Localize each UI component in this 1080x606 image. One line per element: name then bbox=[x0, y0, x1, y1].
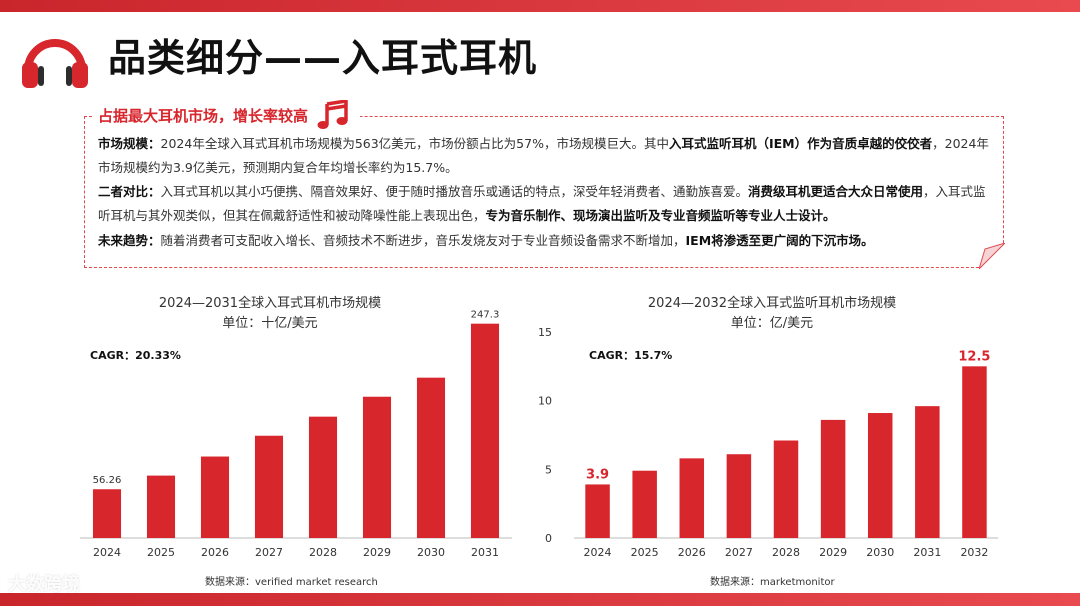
chart2-source: 数据来源：marketmonitor bbox=[710, 577, 835, 588]
chart1-xtick-2029: 2029 bbox=[363, 546, 391, 559]
text-market-size-2: ，2024年市场规模约为3.9亿美元，预测期内复合年均增长率约为15.7%。 bbox=[98, 136, 989, 175]
chart1-plot: 2024 56.26 2025 2026 2027 2028 2029 2030 2031 247… bbox=[80, 310, 512, 559]
chart2-xtick-2031: 2031 bbox=[913, 546, 941, 559]
chart1-unit: 单位：十亿/美元 bbox=[222, 316, 318, 331]
chart1-data-label-2031: 247.3 bbox=[471, 310, 500, 321]
chart2-xtick-2027: 2027 bbox=[725, 546, 753, 559]
chart1-source: 数据来源：verified market research bbox=[205, 577, 378, 588]
watermark-logo: 大数跨境 bbox=[8, 574, 80, 595]
top-accent-bar bbox=[0, 0, 1080, 12]
bold-comparison-2: 专为音乐制作、现场演出监听及专业音频监听等专业人士设计。 bbox=[485, 207, 836, 223]
chart2-bar-2024 bbox=[585, 484, 610, 538]
chart1-bar-2026 bbox=[200, 456, 230, 538]
headphone-icon bbox=[22, 39, 88, 88]
chart2-xtick-2024: 2024 bbox=[584, 546, 612, 559]
info-box bbox=[84, 116, 1005, 269]
chart1-data-label-2024: 56.26 bbox=[93, 475, 122, 486]
chart1-xtick-2024: 2024 bbox=[93, 546, 121, 559]
chart2-bar-2030 bbox=[867, 413, 893, 538]
chart1-bar-2027 bbox=[254, 435, 284, 538]
chart2-ytick: 10 bbox=[538, 395, 552, 408]
paragraph-comparison: 二者对比：入耳式耳机以其小巧便携、隔音效果好、便于随时播放音乐或通话的特点，深受… bbox=[98, 180, 990, 227]
chart1-bar-2030 bbox=[416, 377, 446, 538]
chart2-title: 2024—2032全球入耳式监听耳机市场规模 bbox=[647, 296, 897, 311]
chart2-bar-2028 bbox=[773, 440, 799, 538]
label-trend: 未来趋势： bbox=[98, 233, 161, 248]
chart2-xtick-2025: 2025 bbox=[631, 546, 659, 559]
chart1-xtick-2027: 2027 bbox=[255, 546, 283, 559]
chart1-bar-2024 bbox=[92, 489, 122, 538]
chart1-bar-2029 bbox=[362, 396, 392, 538]
text-market-size: 2024年全球入耳式耳机市场规模为563亿美元，市场份额占比为57%，市场规模巨… bbox=[160, 136, 669, 151]
chart2-ytick: 5 bbox=[545, 463, 552, 476]
chart2-xtick-2030: 2030 bbox=[866, 546, 894, 559]
chart1-cagr: CAGR：20.33% bbox=[90, 349, 181, 362]
chart1-bar-2025 bbox=[146, 475, 176, 538]
chart2-bar-2026 bbox=[679, 458, 705, 538]
chart2-xtick-2029: 2029 bbox=[819, 546, 847, 559]
chart2-cagr: CAGR：15.7% bbox=[589, 349, 672, 362]
chart2-bar-2025 bbox=[632, 470, 657, 538]
bottom-accent-bar bbox=[0, 593, 1080, 606]
chart2-data-label-2032: 12.5 bbox=[958, 349, 990, 364]
bold-trend: IEM将渗透至更广阔的下沉市场。 bbox=[685, 233, 874, 248]
page-fold-decoration bbox=[979, 243, 1005, 269]
chart1-xtick-2026: 2026 bbox=[201, 546, 229, 559]
label-comparison: 二者对比： bbox=[98, 184, 161, 199]
chart1-title: 2024—2031全球入耳式耳机市场规模 bbox=[158, 296, 382, 311]
bold-market-size: 入耳式监听耳机（IEM）作为音质卓越的佼佼者 bbox=[668, 136, 933, 151]
chart2-bar-2031 bbox=[915, 406, 940, 538]
chart1-xtick-2031: 2031 bbox=[471, 546, 499, 559]
chart1-xtick-2030: 2030 bbox=[417, 546, 445, 559]
chart2-bar-2027 bbox=[726, 454, 752, 538]
chart2-ytick: 15 bbox=[538, 326, 552, 339]
chart1-bar-2028 bbox=[308, 416, 338, 538]
paragraph-market-size: 市场规模：2024年全球入耳式耳机市场规模为563亿美元，市场份额占比为57%，… bbox=[98, 132, 990, 179]
chart1-xtick-2028: 2028 bbox=[309, 546, 337, 559]
chart2-data-label-2024: 3.9 bbox=[586, 467, 609, 482]
text-comparison: 入耳式耳机以其小巧便携、隔音效果好、便于随时播放音乐或通话的特点，深受年轻消费者… bbox=[160, 184, 749, 199]
chart2-unit: 单位：亿/美元 bbox=[730, 316, 814, 331]
page-title: 品类细分——入耳式耳机 bbox=[108, 36, 538, 80]
chart2-xtick-2028: 2028 bbox=[772, 546, 800, 559]
chart2-xtick-2026: 2026 bbox=[678, 546, 706, 559]
label-market-size: 市场规模： bbox=[98, 136, 161, 151]
chart2-bar-2029 bbox=[820, 419, 846, 538]
chart2-bar-2032 bbox=[962, 366, 987, 538]
paragraph-trend: 未来趋势：随着消费者可支配收入增长、音频技术不断进步，音乐发烧友对于专业音频设备… bbox=[98, 229, 990, 253]
chart1-bar-2031 bbox=[470, 323, 500, 538]
chart1-xtick-2025: 2025 bbox=[147, 546, 175, 559]
music-note-icon bbox=[317, 100, 348, 129]
chart2-ytick: 0 bbox=[545, 532, 552, 545]
section-subtitle: 占据最大耳机市场，增长率较高 bbox=[94, 100, 361, 130]
text-trend: 随着消费者可支配收入增长、音频技术不断进步，音乐发烧友对于专业音频设备需求不断增… bbox=[160, 233, 686, 248]
chart2-xtick-2032: 2032 bbox=[960, 546, 988, 559]
bold-comparison: 消费级耳机更适合大众日常使用 bbox=[748, 184, 924, 199]
subtitle-text: 占据最大耳机市场，增长率较高 bbox=[98, 106, 309, 125]
text-comparison-2: ，入耳式监听耳机与其外观类似，但其在佩戴舒适性和被动降噪性能上表现出色， bbox=[98, 184, 986, 223]
chart2-plot: 0 5 10 15 2024 3.9 2025 2026 2027 2028 2029 2030 203… bbox=[538, 326, 998, 559]
